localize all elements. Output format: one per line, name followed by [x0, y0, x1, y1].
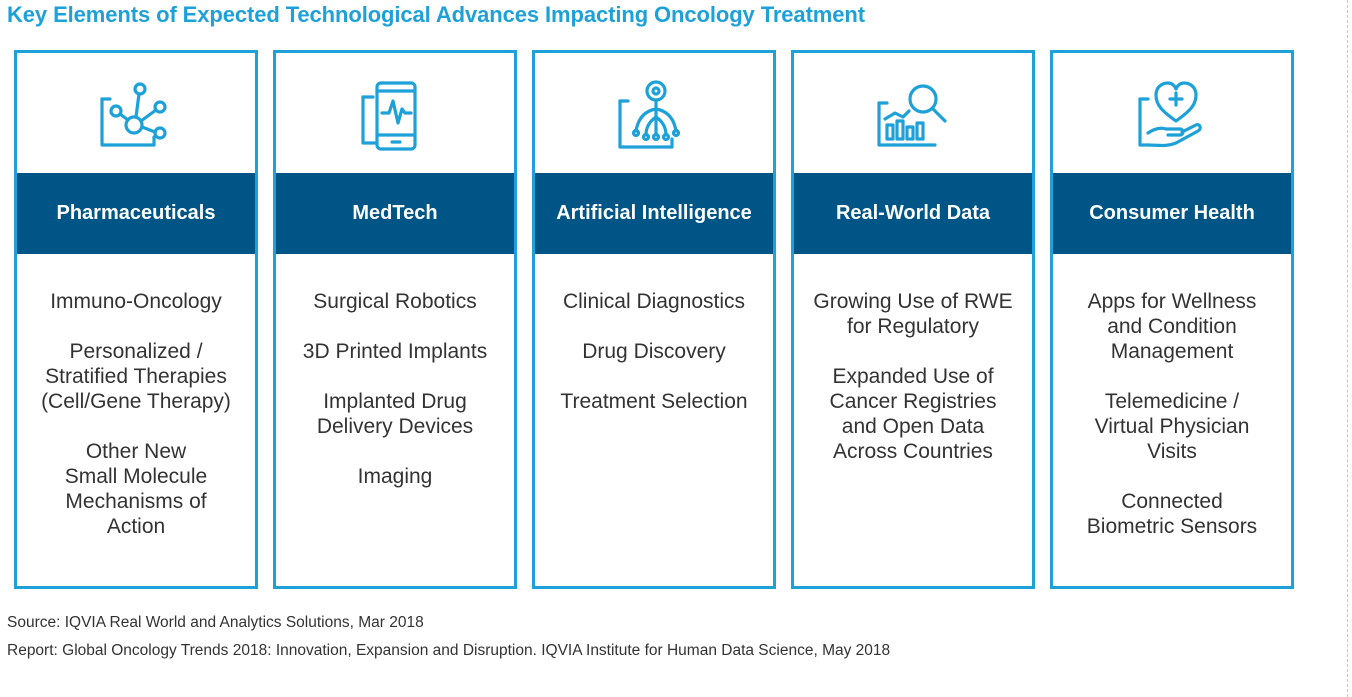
tablet-pulse-icon [361, 81, 417, 151]
column-consumer-health: Consumer Health Apps for Wellness and Con… [1050, 50, 1294, 589]
column-header: Pharmaceuticals [17, 173, 255, 254]
data-search-icon [877, 84, 947, 147]
heart-hand-icon [1138, 81, 1202, 148]
column-header: Artificial Intelligence [535, 173, 773, 254]
list-item: Growing Use of RWE for Regulatory [813, 290, 1013, 338]
list-item: Personalized / Stratified Therapies (Cell/… [41, 340, 231, 413]
column-header: Consumer Health [1053, 173, 1291, 254]
column-header: Real-World Data [794, 173, 1032, 254]
column-real-world-data: Real-World Data Growing Use of RWE for Re… [791, 50, 1035, 589]
ai-person-icon [618, 80, 681, 149]
list-item: Telemedicine / Virtual Physician Visits [1094, 390, 1250, 463]
column-items: Clinical Diagnostics Drug Discovery Trea… [535, 289, 773, 439]
column-artificial-intelligence: Artificial Intelligence Clinical Diagnos… [532, 50, 776, 589]
report-note: Report: Global Oncology Trends 2018: Inn… [7, 642, 891, 659]
list-item: Treatment Selection [560, 390, 748, 413]
list-item: Apps for Wellness and Condition Management [1087, 290, 1257, 363]
list-item: 3D Printed Implants [302, 340, 488, 363]
page-edge-rule [1347, 0, 1348, 697]
list-item: Clinical Diagnostics [562, 290, 746, 313]
list-item: Surgical Robotics [313, 290, 477, 313]
list-item: Immuno-Oncology [50, 290, 222, 313]
list-item: Other New Small Molecule Mechanisms of Acti… [64, 440, 208, 538]
list-item: Drug Discovery [582, 340, 726, 363]
chart-title: Key Elements of Expected Technological A… [7, 2, 865, 27]
list-item: Implanted Drug Delivery Devices [316, 390, 474, 438]
column-items: Apps for Wellness and Condition Management… [1053, 289, 1291, 564]
column-pharmaceuticals: Pharmaceuticals Immuno-Oncology Personal… [14, 50, 258, 589]
column-items: Immuno-Oncology Personalized / Stratified… [17, 289, 255, 564]
column-items: Growing Use of RWE for Regulatory Expande… [794, 289, 1032, 489]
column-medtech: MedTech Surgical Robotics 3D Printed Imp… [273, 50, 517, 589]
molecule-icon [100, 82, 167, 147]
column-items: Surgical Robotics 3D Printed Implants Im… [276, 289, 514, 514]
source-note: Source: IQVIA Real World and Analytics S… [7, 614, 424, 631]
list-item: Expanded Use of Cancer Registries and Open… [829, 365, 997, 463]
column-header: MedTech [276, 173, 514, 254]
list-item: Connected Biometric Sensors [1086, 490, 1258, 538]
list-item: Imaging [357, 465, 433, 488]
